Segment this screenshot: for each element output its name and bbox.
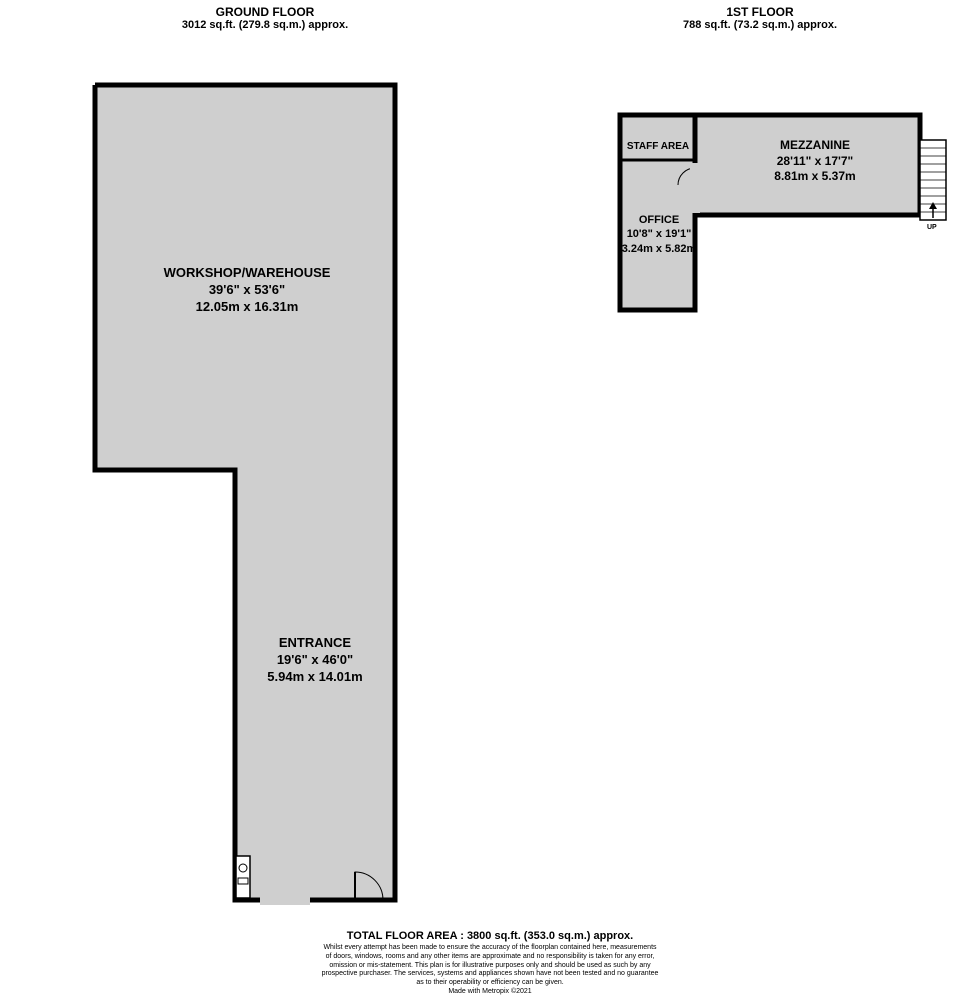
footer-total: TOTAL FLOOR AREA : 3800 sq.ft. (353.0 sq… — [0, 930, 980, 942]
mezzanine-dims-metric: 8.81m x 5.37m — [740, 169, 890, 185]
office-opening — [690, 163, 700, 213]
mezzanine-label: MEZZANINE 28'11" x 17'7" 8.81m x 5.37m — [740, 138, 890, 185]
workshop-dims-imperial: 39'6" x 53'6" — [132, 282, 362, 299]
staff-area-label: STAFF AREA — [623, 140, 693, 153]
entrance-name: ENTRANCE — [250, 635, 380, 652]
workshop-label: WORKSHOP/WAREHOUSE 39'6" x 53'6" 12.05m … — [132, 265, 362, 316]
stairs-icon — [920, 140, 946, 220]
ground-floor-shape — [95, 85, 395, 900]
wc-enclosure — [236, 856, 250, 898]
disclaimer-line: Whilst every attempt has been made to en… — [0, 944, 980, 953]
door-gap-1 — [260, 895, 310, 905]
disclaimer-line: of doors, windows, rooms and any other i… — [0, 953, 980, 962]
footer: TOTAL FLOOR AREA : 3800 sq.ft. (353.0 sq… — [0, 930, 980, 997]
entrance-dims-metric: 5.94m x 14.01m — [250, 669, 380, 686]
entrance-dims-imperial: 19'6" x 46'0" — [250, 652, 380, 669]
workshop-dims-metric: 12.05m x 16.31m — [132, 299, 362, 316]
mezzanine-name: MEZZANINE — [740, 138, 890, 154]
office-dims-imperial: 10'8" x 19'1" — [614, 227, 704, 241]
staff-area-name: STAFF AREA — [623, 140, 693, 153]
stairs-up-label: UP — [927, 224, 937, 231]
mezzanine-dims-imperial: 28'11" x 17'7" — [740, 154, 890, 170]
disclaimer-line: as to their operability or efficiency ca… — [0, 979, 980, 988]
entrance-label: ENTRANCE 19'6" x 46'0" 5.94m x 14.01m — [250, 635, 380, 686]
disclaimer-line: Made with Metropix ©2021 — [0, 988, 980, 997]
workshop-name: WORKSHOP/WAREHOUSE — [132, 265, 362, 282]
disclaimer-line: omission or mis-statement. This plan is … — [0, 962, 980, 971]
office-dims-metric: 3.24m x 5.82m — [614, 242, 704, 256]
footer-disclaimer: Whilst every attempt has been made to en… — [0, 944, 980, 997]
disclaimer-line: prospective purchaser. The services, sys… — [0, 970, 980, 979]
office-label: OFFICE 10'8" x 19'1" 3.24m x 5.82m — [614, 213, 704, 256]
office-name: OFFICE — [614, 213, 704, 227]
